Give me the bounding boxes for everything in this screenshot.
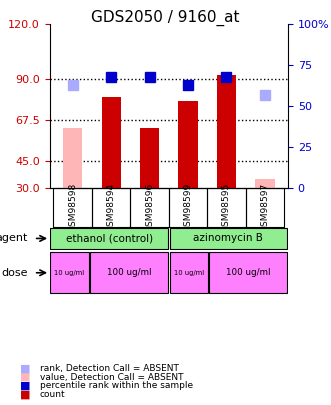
Text: ■: ■ [20, 372, 30, 382]
Bar [63, 128, 82, 188]
Text: 10 ug/ml: 10 ug/ml [173, 270, 204, 276]
Text: ■: ■ [20, 363, 30, 373]
Text: value, Detection Call = ABSENT: value, Detection Call = ABSENT [40, 373, 183, 382]
Text: agent: agent [0, 233, 28, 243]
FancyBboxPatch shape [209, 252, 287, 293]
Text: rank, Detection Call = ABSENT: rank, Detection Call = ABSENT [40, 364, 179, 373]
Bar [207, 188, 246, 227]
Text: GSM98595: GSM98595 [222, 183, 231, 232]
Bar [92, 188, 130, 227]
Text: ethanol (control): ethanol (control) [66, 233, 153, 243]
FancyBboxPatch shape [169, 228, 287, 249]
Text: percentile rank within the sample: percentile rank within the sample [40, 382, 193, 390]
Bar [178, 100, 198, 188]
Text: azinomycin B: azinomycin B [193, 233, 263, 243]
FancyBboxPatch shape [90, 252, 168, 293]
FancyBboxPatch shape [50, 228, 168, 249]
Text: 10 ug/ml: 10 ug/ml [54, 270, 85, 276]
Bar [102, 97, 121, 188]
Bar [130, 188, 169, 227]
FancyBboxPatch shape [50, 252, 89, 293]
Text: GSM98597: GSM98597 [260, 183, 269, 232]
Text: GSM98598: GSM98598 [68, 183, 77, 232]
FancyBboxPatch shape [169, 252, 208, 293]
Bar [246, 188, 284, 227]
Bar [217, 75, 236, 188]
Bar [140, 128, 159, 188]
Text: ■: ■ [20, 381, 30, 391]
Bar [169, 188, 207, 227]
Text: ■: ■ [20, 390, 30, 400]
Text: GSM98594: GSM98594 [107, 183, 116, 232]
Text: 100 ug/ml: 100 ug/ml [107, 268, 151, 277]
Text: GSM98599: GSM98599 [183, 183, 193, 232]
Bar [54, 188, 92, 227]
Text: GDS2050 / 9160_at: GDS2050 / 9160_at [91, 10, 240, 26]
Bar [255, 179, 274, 188]
Text: count: count [40, 390, 65, 399]
Text: dose: dose [1, 268, 28, 278]
Text: 100 ug/ml: 100 ug/ml [226, 268, 270, 277]
Text: GSM98596: GSM98596 [145, 183, 154, 232]
